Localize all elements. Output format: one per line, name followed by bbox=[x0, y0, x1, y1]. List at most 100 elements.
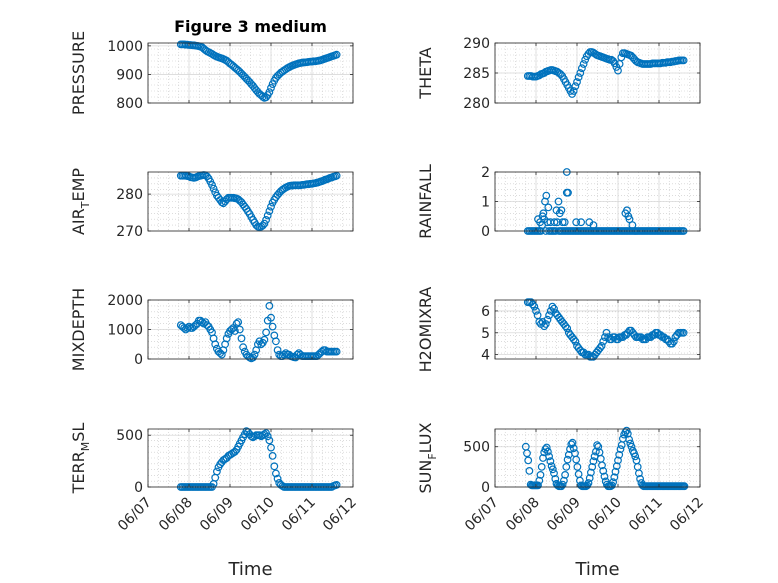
data-point bbox=[222, 334, 231, 343]
data-point bbox=[232, 319, 241, 328]
data-point bbox=[680, 482, 689, 491]
data-point bbox=[263, 211, 272, 220]
data-point bbox=[258, 221, 267, 230]
data-point bbox=[270, 462, 279, 471]
data-point bbox=[265, 207, 274, 216]
data-point bbox=[628, 221, 637, 230]
x-tick-label: 06/10 bbox=[238, 495, 278, 535]
data-point bbox=[272, 469, 280, 478]
data-point bbox=[679, 328, 688, 337]
data-point bbox=[532, 307, 540, 315]
data-point bbox=[268, 452, 277, 460]
data-point bbox=[616, 445, 625, 454]
data-point bbox=[523, 449, 531, 458]
data-point bbox=[615, 450, 624, 459]
data-point bbox=[332, 50, 341, 59]
data-point bbox=[567, 440, 576, 449]
data-point bbox=[609, 478, 617, 487]
subplot-h2omixra: 4 5 6 H2OMIXRA bbox=[416, 287, 701, 372]
data-point bbox=[260, 219, 269, 228]
data-point bbox=[636, 475, 644, 483]
data-point bbox=[563, 455, 572, 464]
data-point bbox=[563, 324, 572, 333]
data-point bbox=[561, 471, 569, 479]
subplot-air: 270 280 AIRTEMP bbox=[69, 168, 354, 240]
data-point bbox=[587, 468, 595, 477]
y-tick-label: 500 bbox=[463, 440, 490, 456]
data-point bbox=[548, 465, 557, 474]
y-tick-label: 4 bbox=[481, 348, 490, 364]
data-point bbox=[566, 445, 574, 454]
axes-box bbox=[147, 42, 354, 104]
data-point bbox=[267, 202, 275, 211]
x-tick-label: 06/12 bbox=[667, 495, 707, 535]
data-point bbox=[669, 337, 678, 346]
data-point bbox=[267, 83, 275, 92]
data-point bbox=[612, 462, 621, 471]
data-point bbox=[560, 218, 569, 227]
data-point bbox=[584, 479, 593, 487]
data-point bbox=[627, 442, 636, 451]
data-point bbox=[589, 457, 598, 466]
y-tick-label: 280 bbox=[116, 187, 143, 203]
data-point bbox=[542, 191, 551, 200]
data-point bbox=[536, 471, 545, 479]
data-point bbox=[273, 474, 282, 483]
series-points bbox=[176, 302, 341, 363]
x-tick-label: 06/12 bbox=[320, 495, 360, 535]
data-point bbox=[267, 313, 275, 322]
data-point bbox=[543, 315, 552, 324]
data-point bbox=[578, 64, 586, 73]
data-point bbox=[593, 441, 601, 450]
data-point bbox=[544, 447, 552, 456]
data-point bbox=[585, 474, 594, 483]
data-point bbox=[217, 350, 226, 359]
data-point bbox=[597, 342, 606, 350]
data-point bbox=[574, 73, 583, 82]
data-point bbox=[568, 438, 577, 447]
data-point bbox=[611, 467, 620, 476]
y-tick-label: 285 bbox=[463, 66, 490, 82]
data-point bbox=[262, 328, 271, 337]
subplot-terr: 0 500 TERRMSL 06/07 06/08 06/09 06/10 06/11 06/1… bbox=[69, 423, 360, 580]
y-axis-label: SUNFLUX bbox=[416, 422, 439, 493]
x-tick-label: 06/10 bbox=[585, 495, 625, 535]
data-point bbox=[538, 221, 546, 230]
data-point bbox=[265, 302, 274, 310]
data-point bbox=[540, 322, 549, 331]
axes-box bbox=[494, 299, 701, 360]
data-point bbox=[545, 452, 553, 461]
data-point bbox=[212, 467, 221, 476]
data-point bbox=[564, 188, 572, 197]
series-points bbox=[523, 48, 688, 98]
y-axis-label: RAINFALL bbox=[416, 164, 435, 239]
data-point bbox=[545, 311, 553, 320]
data-point bbox=[569, 335, 578, 344]
data-point bbox=[562, 463, 571, 471]
data-point bbox=[539, 209, 548, 218]
data-point bbox=[581, 55, 590, 64]
data-point bbox=[265, 436, 274, 445]
data-point bbox=[537, 463, 546, 471]
data-point bbox=[525, 467, 534, 475]
data-point bbox=[541, 320, 550, 328]
data-point bbox=[573, 463, 582, 471]
data-point bbox=[577, 218, 585, 227]
data-point bbox=[250, 350, 259, 359]
data-point bbox=[589, 221, 598, 230]
data-point bbox=[569, 87, 578, 95]
data-point bbox=[235, 325, 244, 334]
data-point bbox=[554, 197, 563, 206]
data-point bbox=[596, 344, 604, 353]
y-tick-label: 2 bbox=[481, 165, 490, 181]
subplot-pressure: 800 900 1000 PRESSURE Figure 3 medium bbox=[69, 17, 354, 115]
data-point bbox=[600, 472, 609, 481]
data-point bbox=[557, 206, 566, 215]
x-axis-label: Time bbox=[227, 559, 272, 580]
data-point bbox=[560, 476, 568, 485]
data-point bbox=[558, 218, 567, 227]
data-point bbox=[273, 346, 282, 355]
data-point bbox=[262, 215, 271, 224]
subplot-mixdepth: 0 1000 2000 MIXDEPTH bbox=[69, 288, 354, 371]
data-point bbox=[588, 463, 597, 471]
